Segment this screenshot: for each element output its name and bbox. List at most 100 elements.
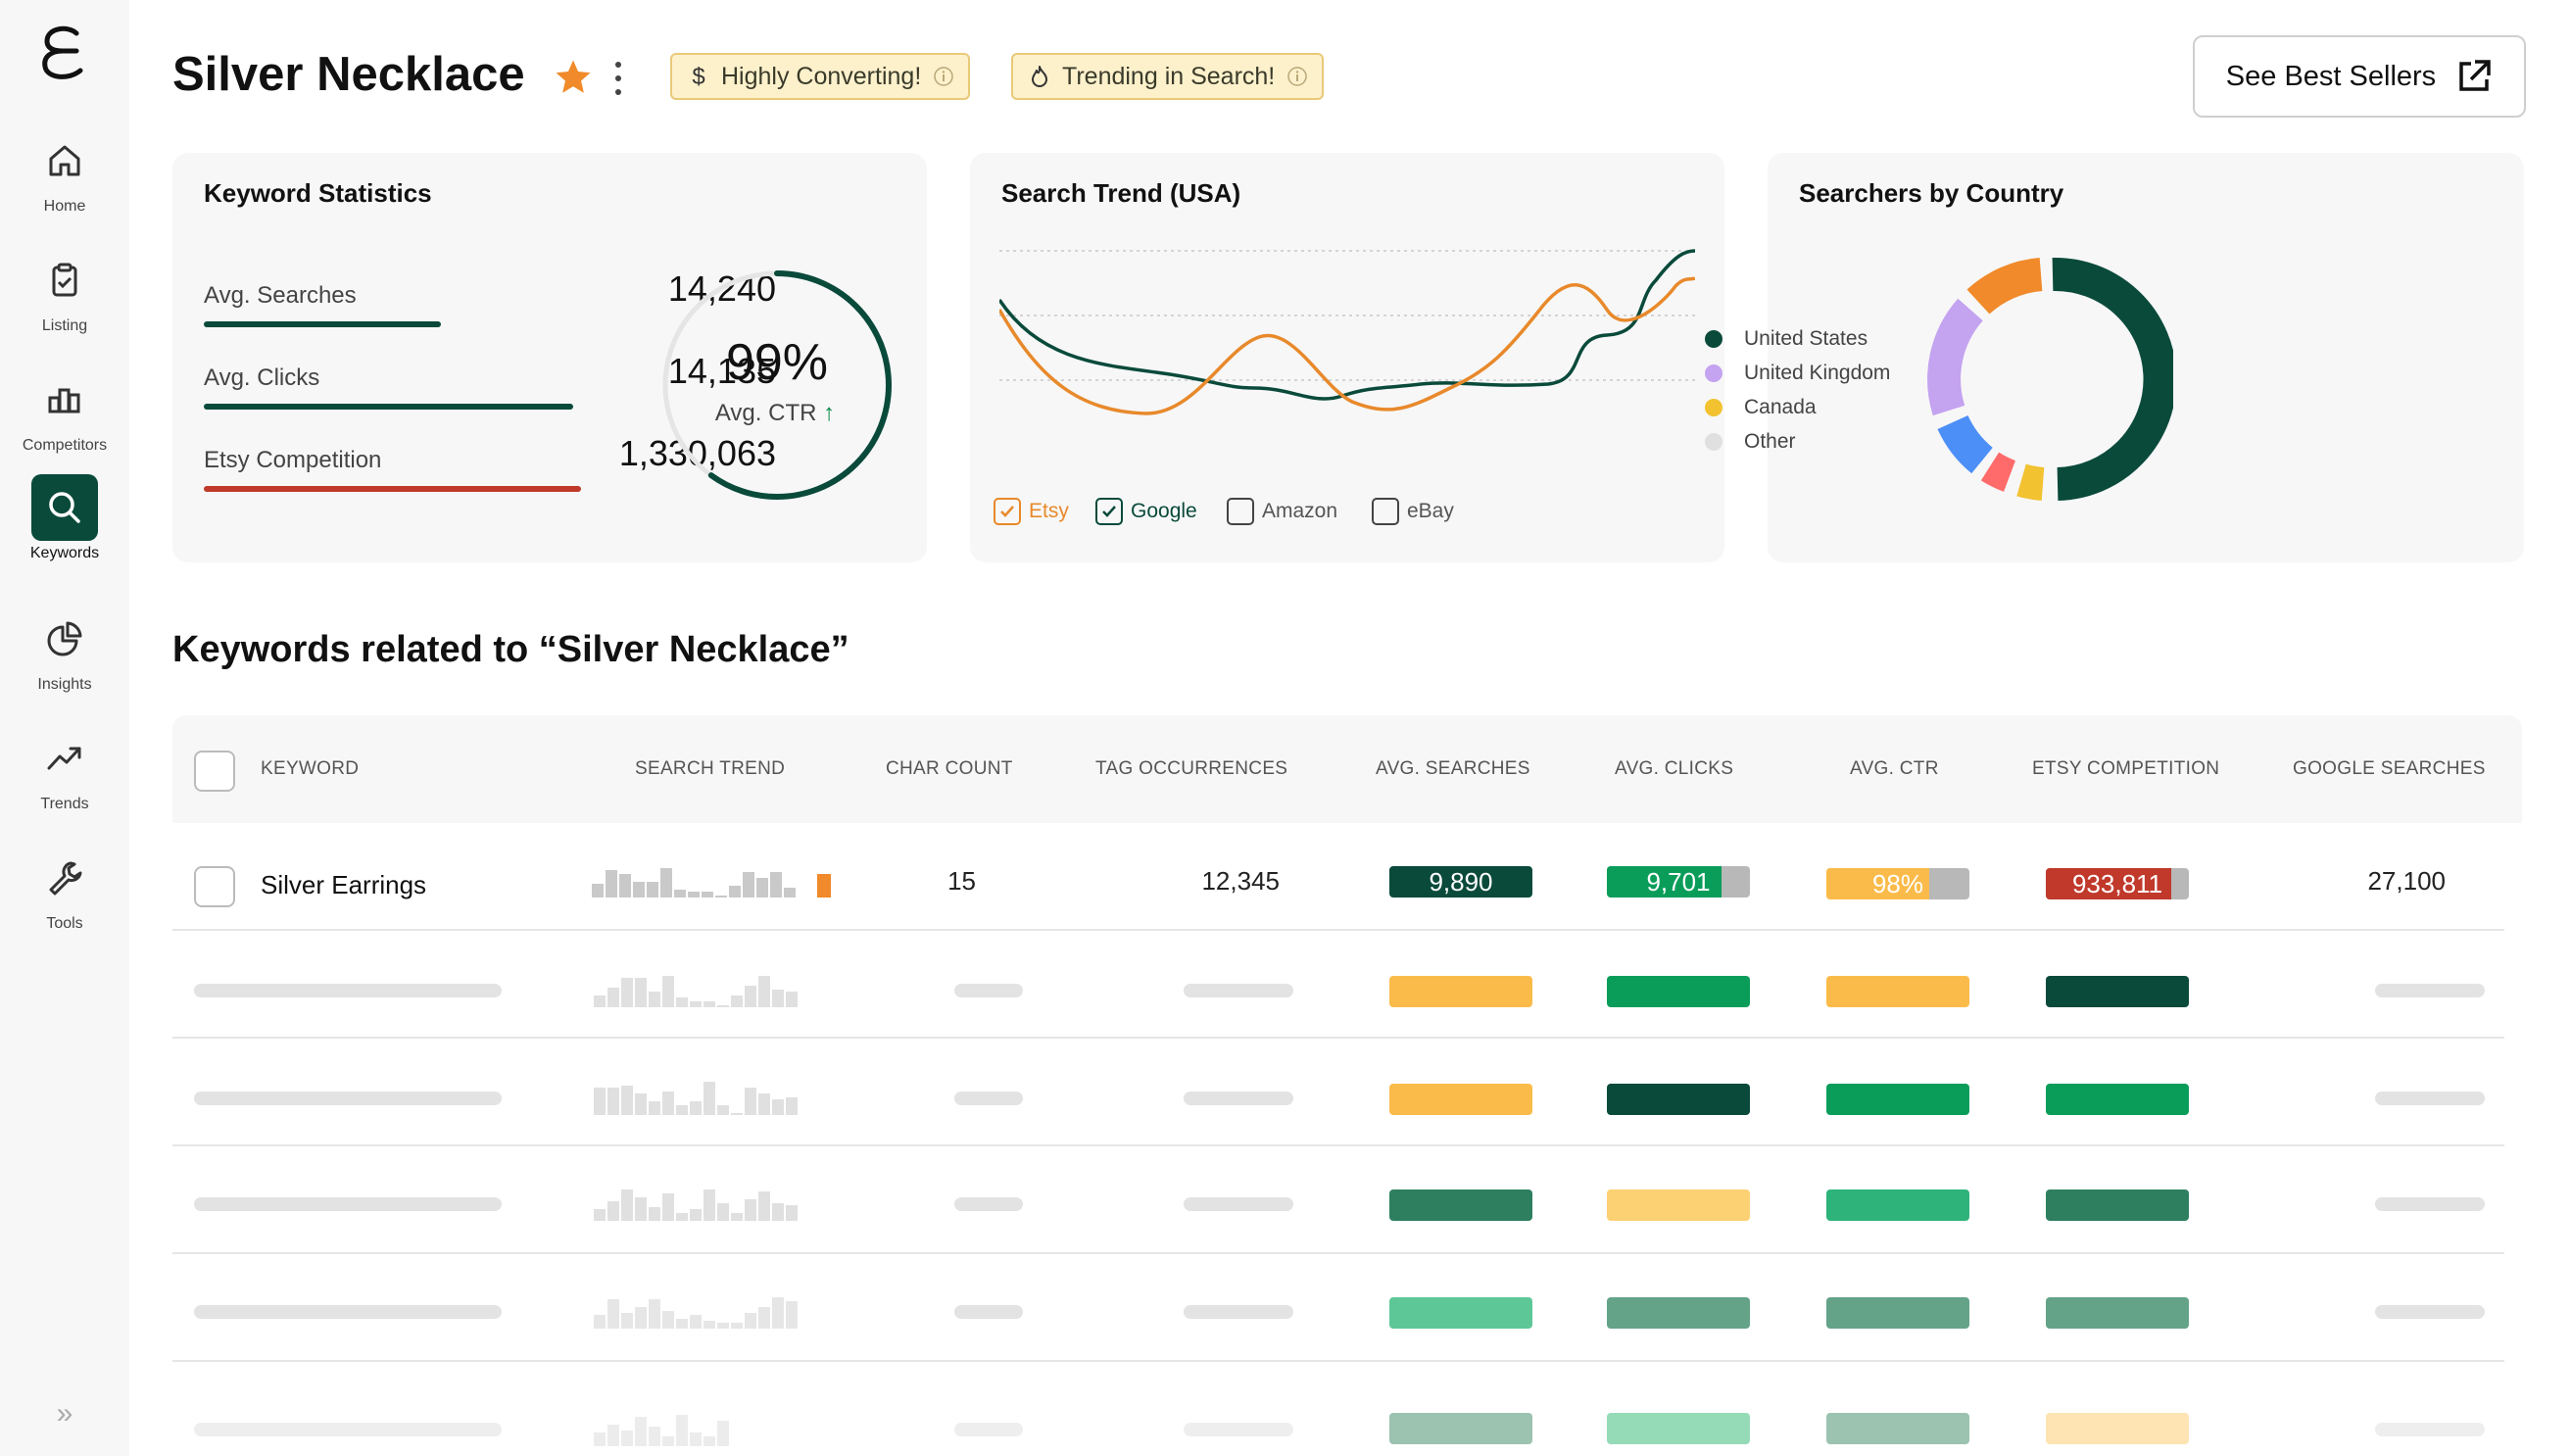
legend-label: Etsy	[1029, 500, 1069, 522]
legend-etsy[interactable]: Etsy	[994, 498, 1069, 525]
bar-chart-icon	[31, 366, 98, 433]
column-header[interactable]: AVG. CTR	[1850, 758, 1939, 779]
see-best-sellers-button[interactable]: See Best Sellers	[2193, 35, 2526, 118]
avg-clicks-bar	[204, 404, 574, 410]
best-sellers-label: See Best Sellers	[2225, 60, 2437, 92]
sidebar-item-label: Listing	[41, 317, 88, 334]
legend-label: Google	[1131, 500, 1197, 522]
placeholder-pill	[1607, 1297, 1750, 1329]
column-header[interactable]: GOOGLE SEARCHES	[2293, 758, 2486, 779]
table-row-placeholder	[172, 1146, 2504, 1254]
sidebar-item-label: Tools	[46, 915, 83, 932]
column-header[interactable]: AVG. SEARCHES	[1376, 758, 1530, 779]
legend-ebay[interactable]: eBay	[1372, 498, 1454, 525]
sparkline-placeholder	[594, 1297, 798, 1329]
sidebar-item-label: Keywords	[29, 545, 100, 561]
app-logo-icon[interactable]	[37, 24, 92, 82]
more-options-icon[interactable]	[607, 59, 629, 98]
placeholder-pill	[1826, 1413, 1969, 1444]
placeholder-line	[2375, 984, 2485, 997]
sidebar-item-label: Home	[43, 198, 86, 215]
table-header: KEYWORD SEARCH TREND CHAR COUNT TAG OCCU…	[172, 715, 2522, 823]
column-header[interactable]: KEYWORD	[261, 758, 360, 779]
sparkline-placeholder	[594, 1415, 729, 1446]
table-row[interactable]: Silver Earrings 15 12,345 9,890 9,701 98…	[172, 823, 2504, 931]
legend-google[interactable]: Google	[1095, 498, 1197, 525]
card-title: Searchers by Country	[1799, 178, 2064, 208]
etsy-checkbox[interactable]	[994, 498, 1021, 525]
sidebar-item-tools[interactable]: Tools	[0, 845, 129, 952]
highly-converting-badge: $ Highly Converting!	[670, 53, 971, 100]
wrench-icon	[31, 845, 98, 911]
ctr-gauge	[662, 270, 892, 500]
country-dot	[1705, 433, 1722, 451]
legend-label: Amazon	[1262, 500, 1338, 522]
column-header[interactable]: CHAR COUNT	[886, 758, 1013, 779]
sidebar-item-keywords[interactable]: Keywords	[0, 474, 129, 582]
country-dot	[1705, 330, 1722, 348]
pie-chart-icon	[31, 606, 98, 672]
placeholder-pill	[1389, 976, 1532, 1007]
placeholder-line	[954, 984, 1023, 997]
etsy-competition-pill: 933,811	[2046, 868, 2189, 899]
legend-amazon[interactable]: Amazon	[1227, 498, 1337, 525]
sparkline-placeholder	[594, 1082, 798, 1115]
placeholder-pill	[1389, 1084, 1532, 1115]
row-checkbox[interactable]	[194, 866, 235, 907]
info-icon[interactable]	[1286, 66, 1308, 87]
stat-label: Avg. Searches	[204, 282, 357, 309]
search-trend-sparkline	[592, 868, 831, 898]
sidebar-item-trends[interactable]: Trends	[0, 725, 129, 833]
ctr-label: Avg. CTR ↑	[714, 400, 836, 426]
sparkline-placeholder	[594, 1189, 798, 1221]
char-count-cell: 15	[947, 866, 976, 896]
sidebar-item-home[interactable]: Home	[0, 127, 129, 235]
placeholder-line	[954, 1197, 1023, 1211]
placeholder-line	[2375, 1305, 2485, 1319]
placeholder-line	[194, 984, 502, 997]
keyword-statistics-card: Keyword Statistics Avg. Searches 14,240 …	[172, 153, 927, 562]
column-header[interactable]: SEARCH TREND	[635, 758, 786, 779]
favorite-star-icon[interactable]	[553, 57, 594, 98]
select-all-checkbox[interactable]	[194, 751, 235, 792]
page-title: Silver Necklace	[172, 48, 525, 101]
column-header[interactable]: TAG OCCURRENCES	[1095, 758, 1288, 779]
placeholder-pill	[1826, 1297, 1969, 1329]
tag-occurrences-cell: 12,345	[1201, 866, 1280, 896]
expand-sidebar-icon[interactable]: »	[56, 1397, 73, 1430]
keyword-cell: Silver Earrings	[261, 870, 427, 899]
table-row-placeholder	[172, 1362, 2504, 1456]
placeholder-line	[194, 1423, 502, 1436]
stat-label: Avg. Clicks	[204, 364, 320, 391]
sidebar-item-listing[interactable]: Listing	[0, 247, 129, 355]
placeholder-line	[194, 1305, 502, 1319]
placeholder-pill	[1826, 976, 1969, 1007]
column-header[interactable]: ETSY COMPETITION	[2032, 758, 2220, 779]
amazon-checkbox[interactable]	[1227, 498, 1254, 525]
sidebar-item-competitors[interactable]: Competitors	[0, 366, 129, 474]
placeholder-line	[954, 1423, 1023, 1436]
country-item-uk: United Kingdom	[1705, 362, 1890, 385]
column-header[interactable]: AVG. CLICKS	[1615, 758, 1734, 779]
google-checkbox[interactable]	[1095, 498, 1123, 525]
country-label: United States	[1744, 327, 1868, 350]
placeholder-line	[194, 1197, 502, 1211]
placeholder-line	[954, 1092, 1023, 1105]
sparkline-placeholder	[594, 976, 798, 1007]
placeholder-pill	[2046, 1297, 2189, 1329]
searchers-by-country-card: Searchers by Country	[1768, 153, 2524, 562]
sidebar-item-insights[interactable]: Insights	[0, 606, 129, 713]
badge-label: Highly Converting!	[721, 62, 922, 90]
svg-text:$: $	[692, 64, 704, 89]
country-dot	[1705, 364, 1722, 382]
sidebar: Home Listing Competitors Keywords Insigh…	[0, 0, 129, 1456]
avg-clicks-pill: 9,701	[1607, 866, 1750, 898]
ebay-checkbox[interactable]	[1372, 498, 1399, 525]
badge-label: Trending in Search!	[1062, 62, 1276, 90]
placeholder-pill	[2046, 976, 2189, 1007]
legend-label: eBay	[1407, 500, 1454, 522]
placeholder-pill	[2046, 1189, 2189, 1221]
info-icon[interactable]	[933, 66, 954, 87]
country-label: Canada	[1744, 396, 1817, 418]
country-item-other: Other	[1705, 430, 1796, 454]
